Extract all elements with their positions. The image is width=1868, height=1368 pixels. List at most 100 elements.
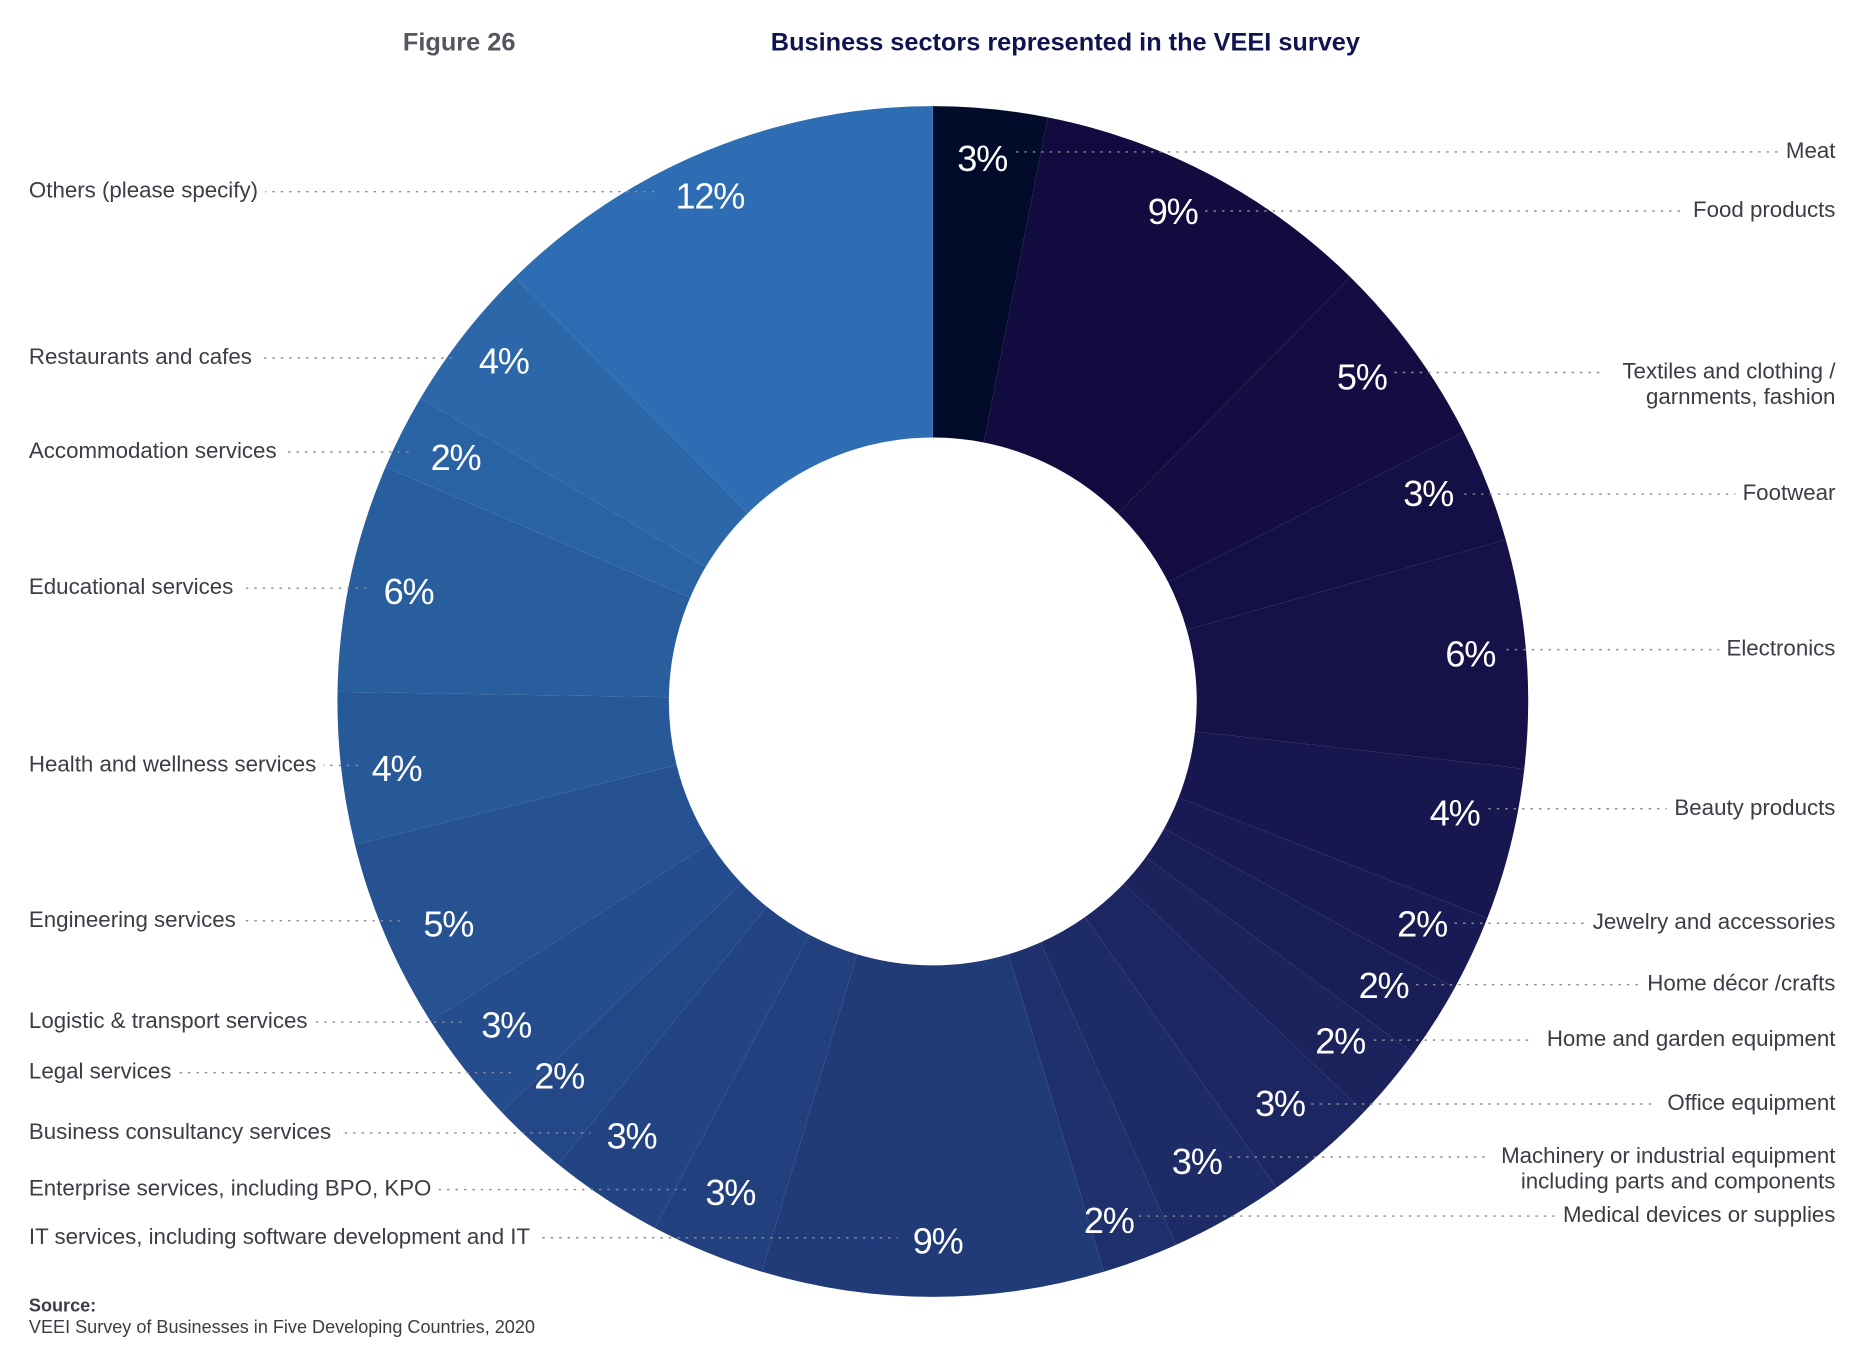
category-label: Health and wellness services: [29, 751, 316, 776]
slice-6: [1164, 797, 1488, 988]
slice-9: [1085, 883, 1364, 1188]
label-background: [1685, 197, 1843, 223]
data-label: 2%: [1397, 903, 1447, 944]
label-background: [1719, 635, 1843, 661]
label-background: [21, 1058, 179, 1084]
data-label: 3%: [1172, 1141, 1222, 1182]
slice-20: [385, 398, 706, 598]
category-label: Legal services: [29, 1059, 171, 1084]
category-label: Footwear: [1743, 480, 1836, 505]
figure-label: Figure 26: [403, 29, 515, 57]
label-background: [1513, 1168, 1843, 1194]
label-background: [1555, 1202, 1843, 1228]
category-label: Food products: [1693, 197, 1835, 222]
label-background: [1735, 480, 1844, 506]
category-label: Electronics: [1726, 636, 1835, 661]
category-label: Machinery or industrial equipment: [1501, 1143, 1836, 1168]
data-label: 3%: [481, 1005, 531, 1046]
category-label: Home and garden equipment: [1547, 1026, 1836, 1051]
category-label: Restaurants and cafes: [29, 344, 252, 369]
slice-15: [501, 883, 767, 1165]
category-label: Business consultancy services: [29, 1119, 331, 1144]
slice-18: [337, 691, 677, 845]
category-label: Others (please specify): [29, 178, 258, 203]
label-background: [21, 1008, 315, 1034]
category-label: Medical devices or supplies: [1563, 1202, 1835, 1227]
chart-title: Business sectors represented in the VEEI…: [771, 29, 1360, 57]
data-label: 3%: [957, 138, 1007, 179]
label-background: [21, 438, 284, 464]
category-label: Textiles and clothing /: [1622, 358, 1836, 383]
category-label: garnments, fashion: [1646, 384, 1836, 409]
category-label: Jewelry and accessories: [1593, 909, 1836, 934]
data-label: 3%: [1255, 1083, 1305, 1124]
slice-1: [983, 117, 1351, 514]
data-label: 4%: [1430, 793, 1480, 834]
slice-2: [1117, 277, 1464, 583]
category-label: Beauty products: [1674, 795, 1835, 820]
data-label: 2%: [1315, 1020, 1365, 1061]
label-background: [1638, 383, 1843, 409]
slice-16: [430, 843, 742, 1113]
slice-3: [1168, 432, 1506, 630]
data-label: 5%: [1337, 356, 1387, 397]
label-background: [1667, 794, 1843, 820]
slice-19: [337, 466, 691, 698]
label-background: [1660, 1090, 1844, 1116]
category-label: Meat: [1786, 138, 1836, 163]
category-label: Home décor /crafts: [1647, 971, 1835, 996]
slice-22: [515, 106, 933, 514]
data-label: 4%: [372, 748, 422, 789]
data-label: 4%: [479, 341, 529, 382]
label-background: [21, 1175, 439, 1201]
data-label: 2%: [431, 437, 481, 478]
label-background: [21, 906, 243, 932]
data-label: 9%: [1148, 191, 1198, 232]
data-label: 6%: [384, 571, 434, 612]
labels-group: 3% Meat 9% Food products 5% Textiles and clot…: [21, 137, 1844, 1261]
label-background: [21, 751, 324, 777]
category-label: Logistic & transport services: [29, 1008, 308, 1033]
data-label: 6%: [1445, 634, 1495, 675]
data-label: 2%: [1084, 1200, 1134, 1241]
slices-group: [337, 106, 1529, 1297]
data-label: 3%: [1403, 473, 1453, 514]
category-label: Enterprise services, including BPO, KPO: [29, 1176, 431, 1201]
category-label: Engineering services: [29, 907, 236, 932]
label-background: [1778, 137, 1844, 163]
source-label: Source:: [29, 1295, 96, 1315]
data-label: 5%: [423, 903, 473, 944]
data-label: 12%: [675, 176, 744, 217]
label-background: [1585, 909, 1843, 935]
slice-7: [1145, 828, 1455, 1053]
label-background: [21, 574, 241, 600]
label-background: [1615, 358, 1844, 384]
slice-14: [558, 906, 810, 1228]
label-background: [21, 1223, 538, 1249]
data-label: 2%: [1359, 965, 1409, 1006]
data-label: 3%: [607, 1116, 657, 1157]
slice-10: [1040, 916, 1277, 1245]
slice-17: [354, 764, 711, 1022]
slice-11: [1008, 942, 1177, 1272]
label-background: [21, 344, 260, 370]
label-background: [1493, 1143, 1844, 1169]
category-label: Educational services: [29, 574, 233, 599]
data-label: 3%: [705, 1172, 755, 1213]
category-label: Accommodation services: [29, 438, 277, 463]
slice-4: [1186, 539, 1529, 769]
slice-12: [761, 954, 1104, 1297]
category-label: including parts and components: [1521, 1168, 1836, 1193]
slice-13: [654, 934, 857, 1272]
source-text: VEEI Survey of Businesses in Five Develo…: [29, 1317, 535, 1337]
slice-8: [1123, 857, 1414, 1113]
slice-21: [420, 277, 748, 568]
label-background: [21, 1118, 339, 1144]
slice-0: [932, 106, 1048, 443]
label-background: [1640, 970, 1843, 996]
category-label: Office equipment: [1667, 1090, 1836, 1115]
label-background: [1539, 1026, 1844, 1052]
data-label: 9%: [913, 1220, 963, 1261]
data-label: 2%: [534, 1055, 584, 1096]
